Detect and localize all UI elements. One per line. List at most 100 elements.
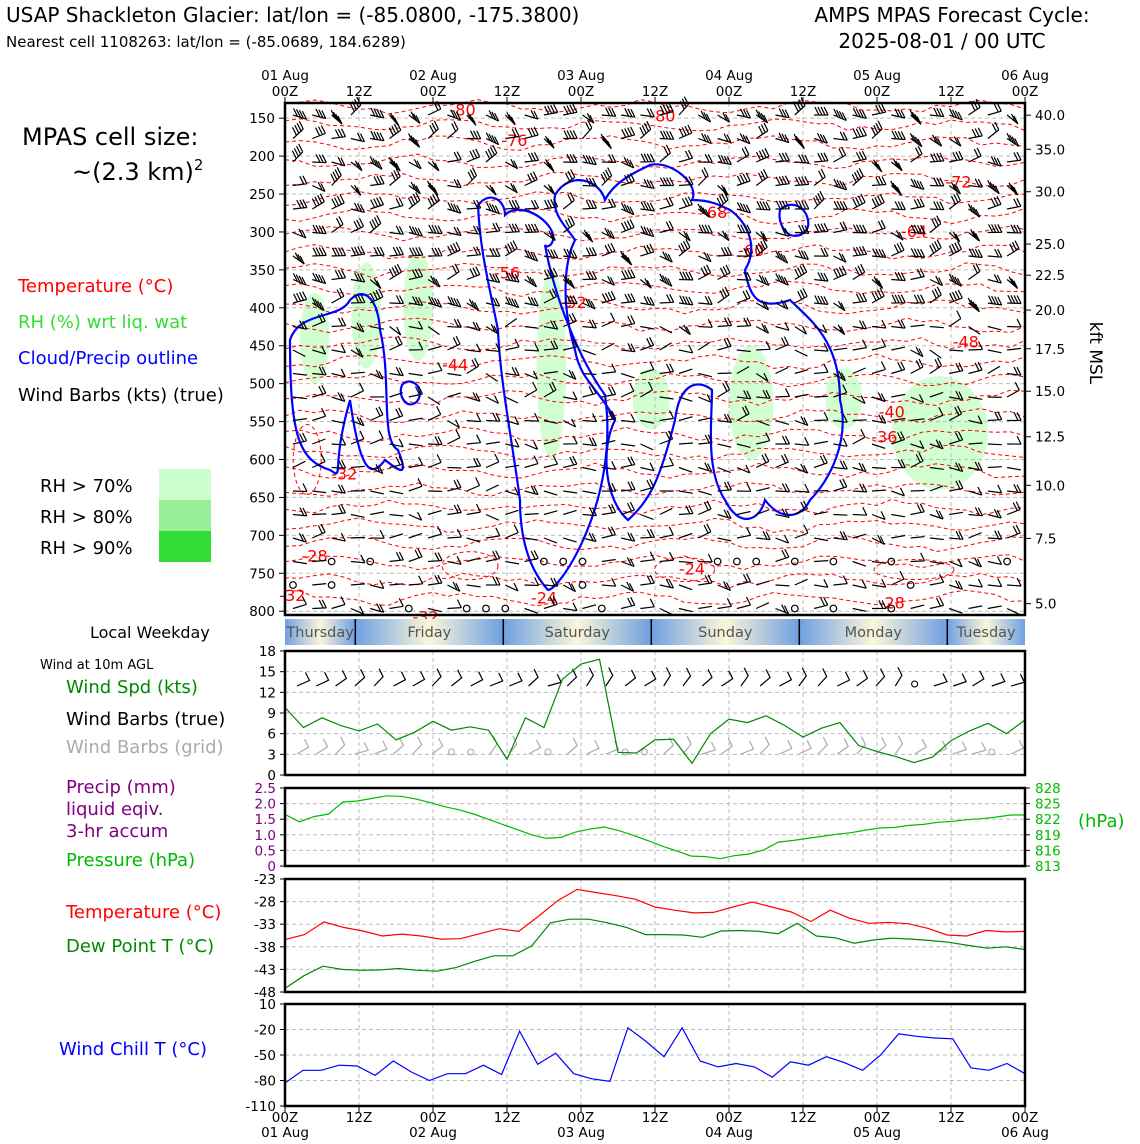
wind-barb <box>795 326 807 334</box>
wind-barb <box>737 225 751 233</box>
wind-barb <box>621 582 634 591</box>
wind-barb <box>370 491 384 494</box>
panel-legend: Temperature (°C) <box>65 902 221 923</box>
x-tick-hour: 12Z <box>790 1110 816 1126</box>
pressure-tick-label: 825 <box>1035 797 1061 813</box>
panel-title: Wind at 10m AGL <box>40 658 154 673</box>
wind-barb <box>370 247 384 256</box>
wind-barb <box>331 110 342 124</box>
wind-barb <box>1007 152 1021 162</box>
wind-barb <box>447 582 460 591</box>
weekday-name: Saturday <box>545 625 611 641</box>
wind-barb <box>332 485 346 494</box>
wind-barb <box>583 414 597 422</box>
wind-barb <box>992 674 1005 687</box>
x-tick-day: 05 Aug <box>853 68 901 84</box>
wind-barb <box>871 121 882 139</box>
wind-barb <box>297 739 309 754</box>
wind-barb <box>336 737 345 754</box>
wind-barb <box>312 514 326 515</box>
wind-barb <box>969 606 983 609</box>
wind-barb <box>756 603 769 609</box>
wind-barb <box>737 133 750 143</box>
wind-barb <box>910 133 922 147</box>
wind-barb <box>409 374 423 376</box>
wind-barb <box>625 670 635 686</box>
y2-tick-label: 7.5 <box>1035 531 1056 547</box>
wind-barb <box>644 671 655 686</box>
weekday-name: Tuesday <box>956 625 1016 641</box>
cell-size-label: MPAS cell size: <box>22 123 198 151</box>
wind-barb <box>1007 319 1021 327</box>
calm-wind-marker <box>560 558 567 565</box>
wind-barb <box>563 538 576 542</box>
wind-barb <box>390 198 404 209</box>
calm-wind-marker <box>714 558 721 565</box>
y-tick-label: 750 <box>249 566 275 582</box>
y-tick-label: -20 <box>254 1023 276 1039</box>
wind-barb <box>679 417 693 421</box>
wind-barb <box>660 294 674 303</box>
x-tick-day: 04 Aug <box>705 68 753 84</box>
wind-barb <box>621 294 635 304</box>
wind-barb <box>370 215 381 232</box>
wind-barb <box>389 122 401 138</box>
wind-barb <box>679 369 692 373</box>
calm-wind-marker <box>448 749 454 755</box>
wind-barb <box>814 412 828 421</box>
y-tick-label: -33 <box>254 917 276 933</box>
wind-barb <box>814 343 828 351</box>
wind-barb <box>332 437 346 445</box>
wind-barb <box>660 274 672 287</box>
wind-barb <box>332 533 346 541</box>
wind-barb <box>525 371 538 379</box>
wind-barb <box>756 169 767 185</box>
wind-barb <box>332 216 343 232</box>
x-tick-hour: 12Z <box>346 84 372 100</box>
wind-barb <box>390 408 403 421</box>
wind-barb <box>486 374 498 382</box>
wind-barb <box>776 605 789 614</box>
wind-barb <box>640 444 653 450</box>
x-tick-hour: 00Z <box>568 84 594 100</box>
wind-barb <box>760 737 769 754</box>
y-tick-label: 200 <box>249 149 275 165</box>
pressure-tick-label: 813 <box>1035 859 1061 875</box>
wind-barb <box>953 742 966 755</box>
wind-barb <box>930 327 944 328</box>
y-tick-label: 600 <box>249 453 275 469</box>
wind-barb <box>602 578 616 586</box>
x-tick-hour: 12Z <box>642 1110 668 1126</box>
wind-barb <box>814 441 828 444</box>
wind-barb <box>853 340 867 350</box>
wind-barb <box>621 374 634 378</box>
wind-barb <box>467 478 480 492</box>
wind-barb <box>737 318 751 327</box>
wind-barb <box>525 276 537 287</box>
legend-item: Wind Barbs (kts) (true) <box>18 385 224 406</box>
wind-barb <box>490 673 503 686</box>
wind-barb <box>911 605 925 608</box>
wind-barb <box>988 249 1002 257</box>
wind-barb <box>911 504 925 515</box>
wind-barb <box>602 243 615 256</box>
wind-barb <box>316 672 328 686</box>
wind-barb <box>679 231 690 241</box>
x-tick-hour: 00Z <box>716 1110 742 1126</box>
wind-barb <box>390 169 401 186</box>
wind-barb <box>583 437 597 445</box>
x-tick-hour: 12Z <box>494 84 520 100</box>
y-tick-label: 550 <box>249 415 275 431</box>
wind-barb <box>486 528 500 538</box>
wind-barb <box>471 672 483 686</box>
wind-barb <box>814 153 828 162</box>
wind-barb <box>486 110 499 121</box>
wind-barb <box>776 585 790 586</box>
calm-wind-marker <box>989 749 995 755</box>
wind-barb <box>776 337 789 350</box>
wind-barb <box>969 558 982 567</box>
wind-barb <box>486 133 499 145</box>
